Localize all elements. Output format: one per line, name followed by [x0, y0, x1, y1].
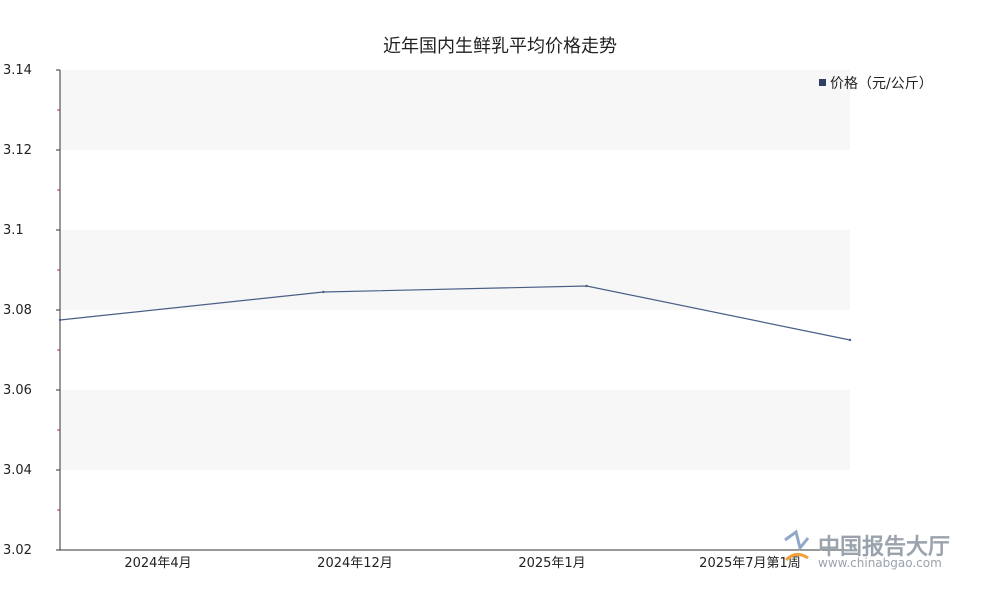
data-point — [322, 290, 325, 294]
x-tick-label: 2025年7月第1周 — [699, 556, 801, 571]
y-tick-label: 3.04 — [3, 463, 32, 478]
grid-band — [60, 230, 850, 310]
grid-band — [60, 390, 850, 470]
legend-marker — [819, 79, 826, 86]
y-tick-label: 3.1 — [3, 223, 24, 238]
watermark-url: www.chinabgao.com — [818, 556, 942, 570]
background-bands — [60, 70, 850, 470]
data-point — [58, 318, 62, 322]
y-axis-ticks: 3.02 3.04 3.06 3.08 3.1 3.12 3.14 — [3, 63, 60, 558]
data-point — [585, 284, 588, 288]
chart-title: 近年国内生鲜乳平均价格走势 — [383, 36, 617, 57]
series-group — [58, 284, 852, 342]
legend-label: 价格（元/公斤） — [830, 76, 933, 92]
x-axis-ticks: 2024年4月 2024年12月 2025年1月 2025年7月第1周 — [124, 556, 801, 571]
watermark-logo-icon — [784, 529, 810, 562]
x-tick-label: 2024年4月 — [124, 556, 191, 571]
y-tick-label: 3.12 — [3, 143, 32, 158]
series-line — [59, 285, 851, 341]
y-tick-label: 3.06 — [3, 383, 32, 398]
x-tick-label: 2025年1月 — [518, 556, 585, 571]
y-tick-label: 3.08 — [3, 303, 32, 318]
y-tick-label: 3.14 — [3, 63, 32, 78]
grid-band — [60, 70, 850, 150]
x-tick-label: 2024年12月 — [317, 556, 393, 571]
watermark-name: 中国报告大厅 — [818, 535, 950, 560]
data-point — [848, 338, 852, 342]
y-tick-label: 3.02 — [3, 543, 32, 558]
legend: 价格（元/公斤） — [819, 76, 933, 92]
watermark: 中国报告大厅 www.chinabgao.com — [784, 529, 950, 570]
